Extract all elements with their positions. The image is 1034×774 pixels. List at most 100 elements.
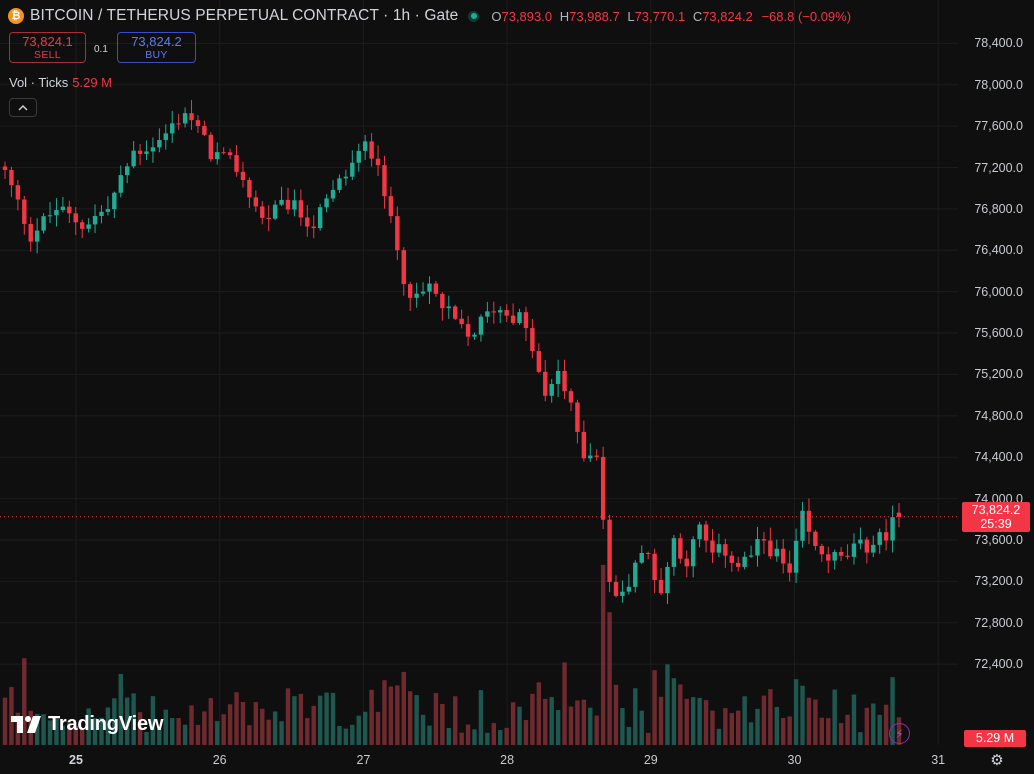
candle-body [41,216,46,231]
volume-bar [22,658,27,745]
candle-body [459,318,464,325]
volume-bar [79,728,85,745]
price-tick-label: 72,400.0 [974,657,1023,672]
price-tick-label: 73,600.0 [974,532,1023,547]
volume-bar [170,718,175,745]
candle-body [465,324,471,337]
candle-body [292,200,297,210]
volume-bar [826,718,831,745]
candle-body [626,586,632,592]
candle-body [195,120,201,127]
candle-body [163,133,168,141]
volume-bar [105,707,111,745]
candle-body [99,211,104,216]
volume-bar [215,721,220,745]
market-status-icon[interactable] [468,10,480,22]
bar-countdown: 25:39 [980,516,1012,531]
candle-body [723,544,728,556]
volume-bar [99,717,104,745]
volume-bar [703,700,709,745]
candle-body [665,566,670,594]
volume-bar [298,693,304,745]
volume-bar [485,732,490,745]
volume-bar [137,712,143,745]
volume-bar [716,728,722,745]
candle-body [742,556,747,567]
tradingview-logo-icon [11,716,41,733]
volume-bar [748,722,754,745]
volume-bar [845,714,850,745]
candle-body [896,512,902,517]
candle-body [491,311,497,313]
volume-bar [150,696,156,745]
tradingview-logo[interactable]: TradingView [11,713,163,736]
candle-body [150,147,156,152]
candle-body [73,213,78,223]
volume-bar [504,727,509,745]
candle-body [504,310,509,316]
volume-bar [633,688,638,745]
candle-body [215,152,220,160]
candle-body [337,178,342,190]
candle-body [581,431,587,459]
candle-body [362,141,368,151]
volume-bar [253,702,259,745]
candle-body [330,189,336,199]
volume-bar [658,696,664,745]
volume-bar [813,699,818,745]
lightning-icon[interactable]: ⚡ [889,723,910,744]
candle-body [716,544,722,553]
price-tick-label: 76,000.0 [974,284,1023,299]
sell-button[interactable]: 73,824.1 SELL [9,32,86,63]
price-tick-label: 75,600.0 [974,326,1023,341]
candle-body [15,185,21,200]
volume-bar [131,693,136,745]
settings-gear-icon[interactable]: ⚙ [990,752,1004,769]
candle-body [588,455,593,459]
volume-bar [671,678,677,745]
volume-bar [665,664,670,745]
candle-body [446,306,451,309]
candle-body [305,217,310,227]
symbol-title[interactable]: BITCOIN / TETHERUS PERPETUAL CONTRACT · … [30,7,459,24]
candle-body [395,216,400,251]
volume-legend[interactable]: Vol · Ticks 5.29 M [9,75,112,90]
candle-body [472,334,477,337]
price-tick-label: 76,800.0 [974,201,1023,216]
candle-body [79,222,85,229]
candle-body [517,312,522,323]
candle-body [369,141,374,159]
spread-value: 0.1 [94,44,108,55]
volume-bar [311,705,316,745]
close-value: 73,824.2 [702,8,753,24]
candle-body [883,532,889,541]
buy-button[interactable]: 73,824.2 BUY [117,32,196,63]
price-tick-label: 74,800.0 [974,408,1023,423]
candle-body [838,551,844,556]
volume-bar [594,715,599,745]
volume-bar [453,696,458,745]
candle-body [324,198,329,208]
candle-body [420,291,426,294]
volume-bar [536,682,542,745]
candle-body [272,204,278,219]
volume-bar [279,721,284,745]
open-value: 73,893.0 [501,8,553,24]
candle-body [877,532,882,545]
candle-body [543,371,548,396]
price-tick-label: 72,800.0 [974,615,1023,630]
change-value: −68.8 (−0.09%) [761,8,852,24]
candle-body [112,192,117,210]
volume-value: 5.29 M [72,75,112,90]
volume-bar [517,706,522,745]
candle-body [871,544,876,553]
candle-body [401,250,406,285]
volume-bar [34,713,40,745]
volume-bar [272,711,278,745]
volume-bar [157,729,162,745]
collapse-legend-button[interactable] [9,98,37,117]
volume-bar [864,707,870,745]
candle-body [793,540,799,573]
volume-bar [510,702,516,745]
